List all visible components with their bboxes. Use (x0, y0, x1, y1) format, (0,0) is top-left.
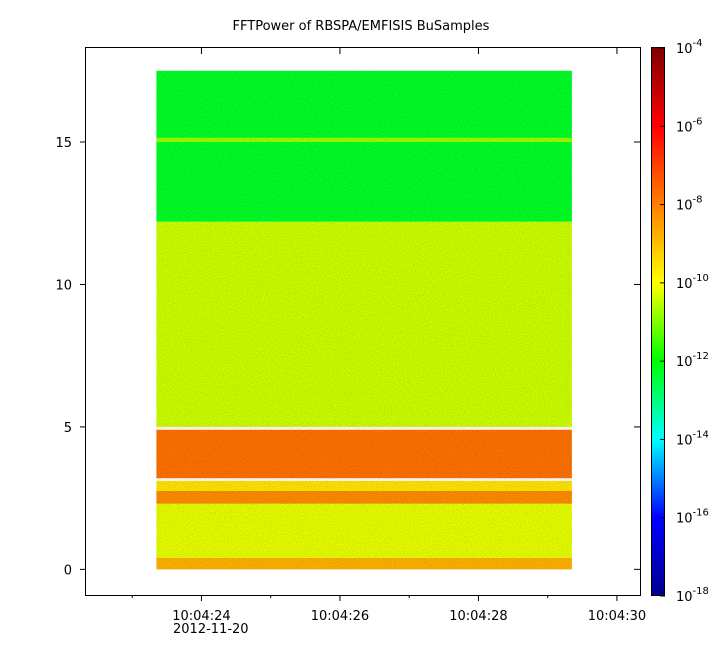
y-tick-label: 5 (64, 421, 72, 436)
x-tick-label: 10:04:28 (449, 609, 507, 624)
chart-title: FFTPower of RBSPA/EMFISIS BuSamples (233, 19, 490, 34)
colorbar-tick-label: 10-16 (676, 508, 709, 527)
colorbar-tick-exponent: -18 (693, 586, 709, 597)
y-axis: 0 5 10 15 (55, 136, 640, 578)
x-tick-label: 10:04:30 (588, 609, 646, 624)
colorbar-ticks: 10-4 10-6 10-8 10-10 10-12 10-14 10-16 10-18 (660, 38, 709, 605)
y-tick-label: 0 (64, 563, 72, 578)
colorbar-tick-exponent: -10 (693, 273, 709, 284)
colorbar-tick-label: 10-14 (676, 429, 709, 448)
date-label: 2012-11-20 (173, 622, 249, 637)
colorbar-tick-exponent: -16 (693, 508, 709, 519)
heatmap-noise (156, 70, 572, 570)
colorbar-tick-exponent: -12 (693, 351, 709, 362)
colorbar-tick-label: 10-6 (676, 116, 703, 135)
y-tick-label: 10 (55, 278, 72, 293)
plot-frame (85, 47, 641, 596)
colorbar-tick-label: 10-10 (676, 273, 709, 292)
colorbar-tick-label: 10-4 (676, 38, 703, 57)
x-tick-label: 10:04:26 (311, 609, 369, 624)
x-axis: 10:04:24 10:04:26 10:04:28 10:04:30 (131, 48, 646, 624)
colorbar-tick-label: 10-8 (676, 195, 703, 214)
colorbar-tick-exponent: -4 (693, 38, 703, 49)
colorbar-tick-label: 10-12 (676, 351, 709, 370)
colorbar-tick-exponent: -6 (693, 116, 703, 127)
y-tick-label: 15 (55, 136, 72, 151)
colorbar-tick-label: 10-18 (676, 586, 709, 605)
x-tick-label: 10:04:24 (172, 609, 230, 624)
colorbar-fill (652, 48, 664, 596)
colorbar-frame (651, 47, 665, 596)
colorbar-tick-exponent: -14 (693, 429, 709, 440)
heatmap-layer (156, 70, 572, 570)
colorbar-tick-exponent: -8 (693, 195, 703, 206)
colorbar: 10-4 10-6 10-8 10-10 10-12 10-14 10-16 10-18 (651, 38, 709, 605)
